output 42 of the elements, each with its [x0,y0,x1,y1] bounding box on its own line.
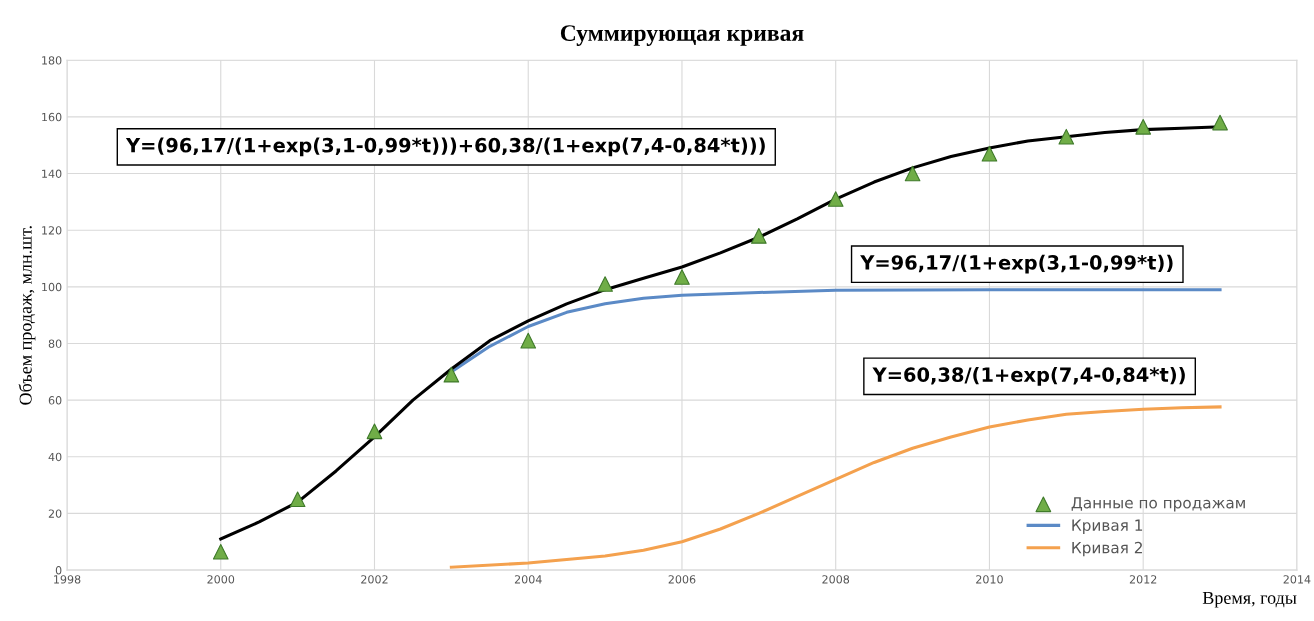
y-axis-title: Объем продаж, млн.шт. [18,226,36,405]
y-tick-label: 180 [42,56,62,65]
x-tick-label: 2004 [514,575,542,584]
x-tick-label: 2002 [361,575,388,584]
y-tick-label: 20 [48,509,62,518]
annotation: Y=(96,17/(1+exp(3,1-0,99*t)))+60,38/(1+exp(7,4-0,84*t))) [125,137,765,157]
point [289,491,306,508]
point [1212,114,1228,131]
x-axis-title: Время, годы [1202,591,1297,608]
y-tick-label: 0 [55,566,62,575]
annotation: Y=96,17/(1+exp(3,1-0,99*t)) [860,254,1173,274]
y-tick-label: 120 [42,226,62,235]
point [597,276,613,292]
y-tick-label: 80 [48,339,62,348]
point [366,423,383,440]
legend-label: Кривая 2 [1072,541,1142,557]
x-tick-label: 2006 [668,575,696,584]
point [750,228,767,244]
y-tick-label: 60 [48,396,62,405]
point [1058,128,1075,145]
y-tick-label: 140 [42,169,62,178]
point [981,145,998,162]
x-tick-label: 2012 [1129,575,1157,584]
x-tick-label: 2000 [207,575,235,584]
legend-label: Данные по продажам [1071,497,1245,512]
y-tick-label: 100 [42,282,62,292]
point [904,165,921,182]
chart-title: Суммирующая кривая [560,25,804,46]
point [520,332,537,349]
point [1135,118,1152,135]
x-tick-label: 2014 [1283,575,1311,584]
annotation: Y=60,38/(1+exp(7,4-0,84*t)) [872,366,1185,386]
x-tick-label: 2008 [822,575,850,584]
x-tick-label: 2010 [976,575,1003,584]
point [212,543,229,560]
legend-label: Кривая 1 [1072,519,1143,534]
point [827,191,844,207]
point [674,269,690,285]
point [443,366,460,383]
x-tick-label: 1998 [54,575,81,584]
y-tick-label: 160 [42,112,62,122]
y-tick-label: 40 [48,452,62,462]
